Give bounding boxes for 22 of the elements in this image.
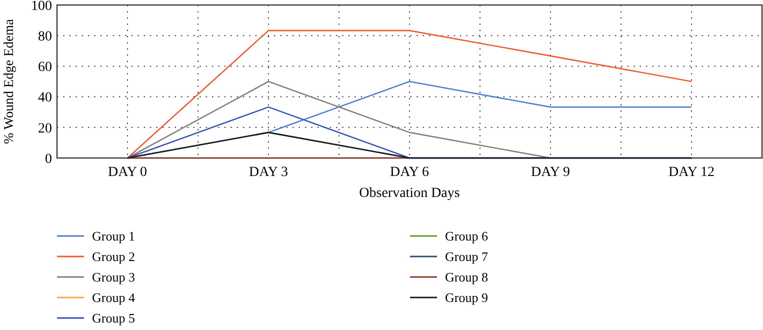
y-tick-label: 40 [38,90,52,106]
y-tick-label: 0 [45,152,52,167]
y-tick-label: 100 [31,0,52,14]
legend-label: Group 8 [445,270,488,285]
x-axis-title: Observation Days [359,186,460,201]
legend-label: Group 5 [92,310,135,326]
legend-label: Group 9 [445,290,488,306]
legend-label: Group 3 [92,270,135,285]
y-tick-label: 60 [38,60,52,76]
legend-label: Group 6 [445,228,488,244]
legend-label: Group 4 [92,290,136,306]
legend-label: Group 1 [92,228,135,244]
x-tick-label: DAY 6 [390,165,430,180]
y-axis-title: % Wound Edge Edema [1,18,16,144]
legend-label: Group 2 [92,249,135,264]
x-tick-label: DAY 0 [108,165,148,180]
x-tick-label: DAY 3 [248,165,288,180]
y-tick-label: 80 [38,30,52,44]
x-tick-label: DAY 9 [530,165,570,180]
legend-label: Group 7 [445,249,488,264]
x-tick-label: DAY 12 [668,165,715,180]
y-tick-label: 20 [38,121,52,136]
